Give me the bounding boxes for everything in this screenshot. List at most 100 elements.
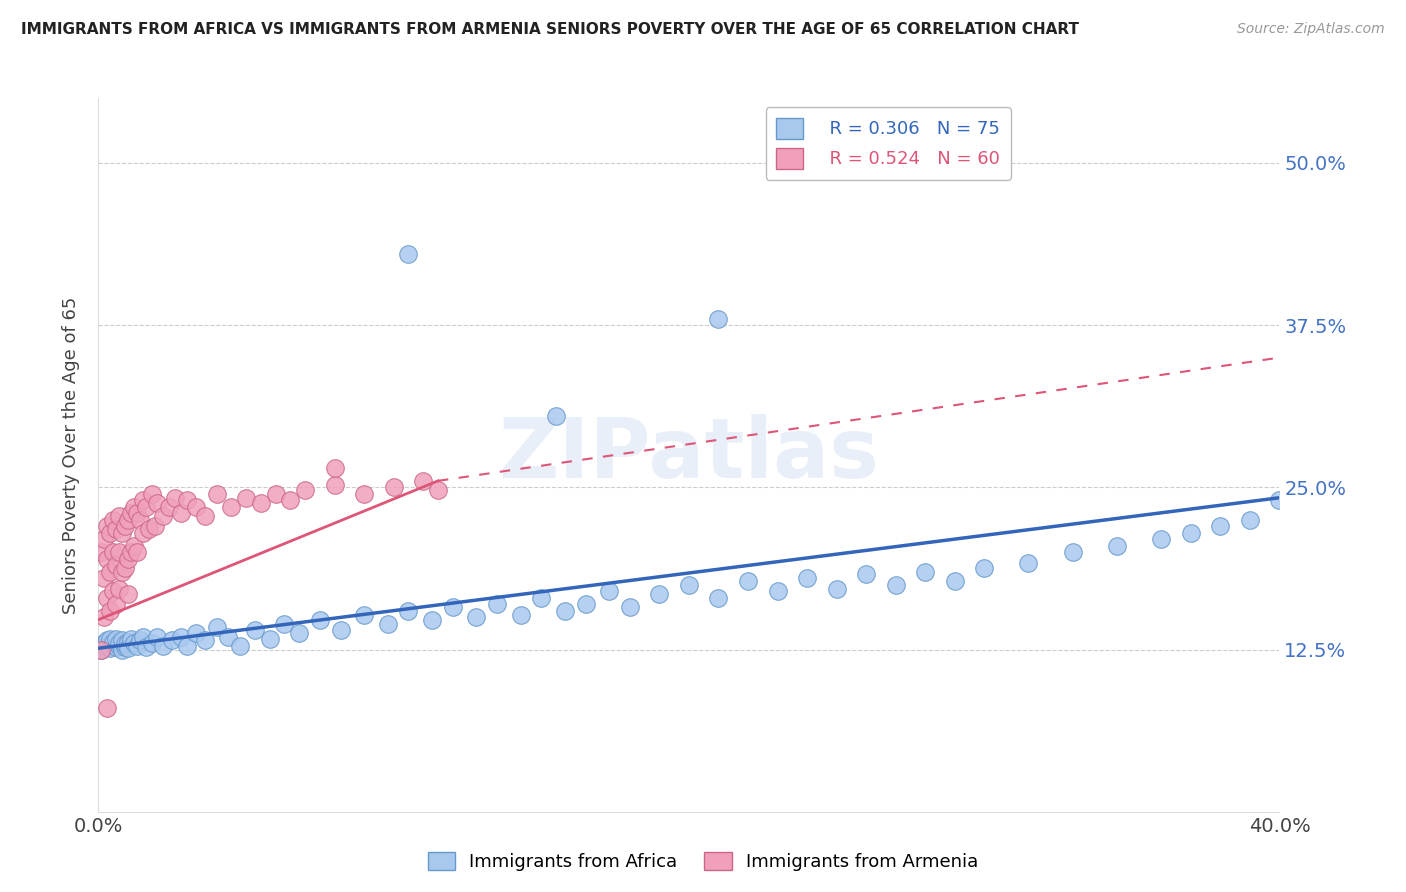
Point xyxy=(766,584,789,599)
Point xyxy=(1018,556,1040,570)
Point xyxy=(132,493,155,508)
Point xyxy=(1180,525,1202,540)
Point xyxy=(108,636,131,650)
Point xyxy=(111,633,134,648)
Point xyxy=(796,571,818,585)
Point xyxy=(1209,519,1232,533)
Point xyxy=(122,539,145,553)
Point xyxy=(280,493,302,508)
Point xyxy=(678,577,700,591)
Point xyxy=(264,487,287,501)
Point xyxy=(288,625,311,640)
Point xyxy=(98,604,121,618)
Point xyxy=(194,508,217,523)
Point xyxy=(707,311,730,326)
Point xyxy=(884,577,907,591)
Point xyxy=(323,477,346,491)
Text: ZIPatlas: ZIPatlas xyxy=(499,415,879,495)
Point xyxy=(465,610,488,624)
Point xyxy=(221,500,243,514)
Point xyxy=(162,633,183,648)
Point xyxy=(176,493,198,508)
Point xyxy=(105,597,128,611)
Point xyxy=(120,545,142,559)
Point xyxy=(103,637,125,651)
Point xyxy=(141,487,163,501)
Point xyxy=(353,607,375,622)
Point xyxy=(103,545,125,559)
Point xyxy=(737,574,759,588)
Point xyxy=(114,561,136,575)
Point xyxy=(398,247,420,261)
Point xyxy=(441,599,464,614)
Point xyxy=(93,636,115,650)
Point xyxy=(217,630,239,644)
Point xyxy=(250,496,273,510)
Point xyxy=(170,630,193,644)
Point xyxy=(108,582,131,596)
Point xyxy=(294,483,316,497)
Point xyxy=(125,639,148,653)
Point xyxy=(309,613,332,627)
Point xyxy=(120,506,142,520)
Point xyxy=(132,525,155,540)
Point xyxy=(98,632,121,647)
Point xyxy=(205,487,228,501)
Point xyxy=(114,640,136,654)
Point xyxy=(1150,533,1173,547)
Y-axis label: Seniors Poverty Over the Age of 65: Seniors Poverty Over the Age of 65 xyxy=(62,296,80,614)
Point xyxy=(598,584,620,599)
Point xyxy=(235,491,257,505)
Point xyxy=(707,591,730,605)
Point xyxy=(105,558,128,573)
Point xyxy=(973,561,995,575)
Point xyxy=(146,496,169,510)
Text: IMMIGRANTS FROM AFRICA VS IMMIGRANTS FROM ARMENIA SENIORS POVERTY OVER THE AGE O: IMMIGRANTS FROM AFRICA VS IMMIGRANTS FRO… xyxy=(21,22,1078,37)
Point xyxy=(825,582,848,596)
Point xyxy=(96,633,118,648)
Point xyxy=(111,642,134,657)
Point xyxy=(108,639,131,653)
Point xyxy=(132,630,155,644)
Point xyxy=(554,604,576,618)
Point xyxy=(114,637,136,651)
Point xyxy=(398,604,420,618)
Point xyxy=(486,597,509,611)
Point xyxy=(546,409,568,423)
Point xyxy=(323,461,346,475)
Point xyxy=(1268,493,1291,508)
Point xyxy=(420,613,443,627)
Point xyxy=(138,522,160,536)
Point xyxy=(619,599,641,614)
Point xyxy=(943,574,966,588)
Point xyxy=(855,567,877,582)
Point xyxy=(382,480,405,494)
Point xyxy=(509,607,531,622)
Point xyxy=(103,584,125,599)
Point xyxy=(90,642,112,657)
Point xyxy=(111,565,134,579)
Point xyxy=(90,642,112,657)
Point xyxy=(105,522,128,536)
Point xyxy=(117,513,139,527)
Point xyxy=(1062,545,1084,559)
Point xyxy=(1239,513,1261,527)
Point xyxy=(93,610,115,624)
Point xyxy=(114,519,136,533)
Point xyxy=(93,533,115,547)
Point xyxy=(273,616,295,631)
Point xyxy=(98,565,121,579)
Point xyxy=(98,641,121,656)
Point xyxy=(184,625,207,640)
Point xyxy=(143,519,166,533)
Point xyxy=(412,474,434,488)
Point xyxy=(353,487,375,501)
Point xyxy=(108,508,131,523)
Point xyxy=(105,632,128,647)
Point xyxy=(105,640,128,654)
Point xyxy=(184,500,207,514)
Point xyxy=(152,639,174,653)
Point xyxy=(125,545,148,559)
Point xyxy=(93,571,115,585)
Point xyxy=(90,545,112,559)
